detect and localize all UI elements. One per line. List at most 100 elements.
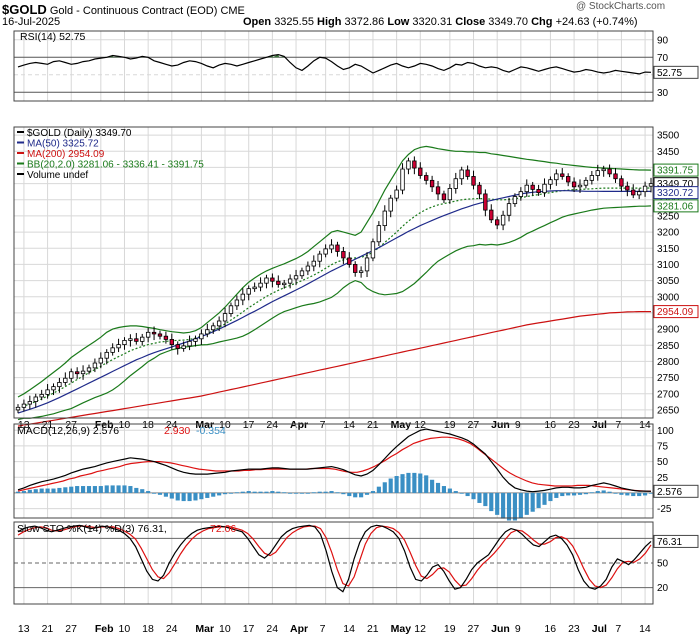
macd-last-value: 2.576 (657, 487, 682, 498)
x-tick-label: 7 (615, 419, 621, 431)
price-legend: $GOLD (Daily) 3349.70 (27, 128, 132, 139)
candle (441, 193, 447, 201)
candle (341, 251, 346, 259)
macd-histogram-bar (595, 491, 600, 493)
candle (317, 253, 322, 262)
x-tick-label-bottom: Feb (95, 623, 114, 635)
candle (276, 280, 281, 285)
bb-upper-value-box (653, 163, 699, 177)
macd-histogram-bar (613, 492, 618, 494)
candle (181, 345, 186, 349)
macd-histogram-bar (75, 486, 80, 493)
x-tick-label-bottom: Apr (290, 623, 308, 635)
sto-tick-label: 20 (657, 583, 669, 594)
watermark[interactable]: @ StockCharts.com (576, 1, 666, 12)
candle (471, 176, 476, 186)
symbol: $GOLD (2, 2, 47, 17)
candle (305, 265, 311, 272)
candle (21, 403, 27, 408)
macd-histogram-bar (104, 485, 109, 493)
candle (435, 186, 441, 195)
price-tick-label: 3000 (657, 292, 680, 303)
macd-hist-legend: -0.354 (196, 425, 226, 437)
rsi-line (17, 53, 652, 75)
macd-histogram-bar (542, 492, 547, 505)
macd-histogram-bar (264, 491, 269, 493)
candle (554, 173, 559, 181)
sto-last-value-box (653, 534, 699, 548)
macd-histogram-bar (370, 491, 376, 493)
macd-histogram-bar (572, 492, 577, 496)
macd-histogram-bar (512, 492, 518, 521)
candle (583, 179, 589, 186)
price-legend-swatch (17, 131, 24, 133)
candle (364, 257, 370, 272)
candle (329, 244, 334, 250)
macd-histogram-bar (134, 487, 139, 493)
candle (636, 191, 642, 196)
macd-histogram-bar (430, 479, 435, 493)
macd-histogram-bar (447, 488, 452, 493)
x-tick-label: Mar (195, 419, 214, 431)
macd-histogram-bar (258, 491, 263, 493)
candle (571, 181, 577, 188)
rsi-panel (13, 30, 654, 102)
candle (613, 173, 618, 180)
macd-histogram-bar (637, 492, 642, 497)
macd-histogram-bar (376, 486, 381, 493)
candle (500, 214, 506, 226)
candle (63, 377, 68, 383)
sto-d-legend: 72.06 (210, 523, 236, 535)
macd-histogram-bar (199, 492, 204, 500)
candle (287, 278, 293, 284)
price-tick-label: 2800 (657, 357, 680, 368)
x-tick-label-bottom: 13 (18, 623, 30, 635)
macd-histogram-bar (548, 492, 553, 502)
x-tick-label-bottom: 27 (65, 623, 77, 635)
macd-histogram-bar (317, 491, 322, 493)
sto-last-value: 76.31 (657, 537, 682, 548)
macd-histogram-bar (418, 473, 423, 493)
candle (518, 191, 524, 197)
macd-histogram-bar (45, 488, 50, 493)
candle (157, 333, 163, 337)
macd-histogram-bar (21, 491, 26, 493)
header-symbol-line: $GOLD Gold - Continuous Contract (EOD) C… (2, 2, 245, 17)
candle (524, 184, 529, 193)
x-tick-label-bottom: 10 (118, 623, 130, 635)
low-label: Low (387, 16, 410, 28)
ma200-line (17, 311, 651, 427)
candle (134, 338, 139, 342)
candle (222, 313, 228, 322)
ma200-legend-swatch (17, 152, 24, 154)
macd-histogram-bar (388, 478, 393, 493)
macd-histogram-bar (293, 492, 299, 494)
macd-histogram-bar (601, 490, 606, 493)
macd-histogram-bar (217, 492, 222, 496)
candle (228, 305, 234, 314)
candle (69, 371, 74, 379)
candle (86, 367, 92, 372)
candle (495, 219, 500, 226)
price-tick-label: 2850 (657, 341, 680, 352)
exchange: CME (220, 5, 245, 17)
macd-histogram-bar (412, 472, 417, 493)
x-tick-label-bottom: 24 (166, 623, 178, 635)
macd-histogram-bar (222, 492, 228, 495)
macd-histogram-bar (92, 486, 97, 493)
candle (33, 396, 38, 402)
macd-histogram-bar (128, 486, 133, 493)
candle (376, 225, 382, 243)
open-label: Open (243, 16, 272, 28)
x-tick-label-bottom: Jun (491, 623, 510, 635)
candle (74, 371, 80, 375)
chg-value: +24.63 (+0.74%) (555, 16, 638, 28)
macd-histogram-bar (625, 492, 630, 496)
macd-histogram-bar (211, 492, 216, 497)
macd-histogram-bar (282, 492, 287, 494)
candle (199, 333, 204, 340)
candle (145, 331, 151, 338)
macd-histogram-bar (252, 491, 257, 493)
rsi-legend: RSI(14) 52.75 (20, 31, 86, 43)
bb-legend: BB(20,2.0) 3281.06 - 3336.41 - 3391.75 (27, 160, 204, 171)
